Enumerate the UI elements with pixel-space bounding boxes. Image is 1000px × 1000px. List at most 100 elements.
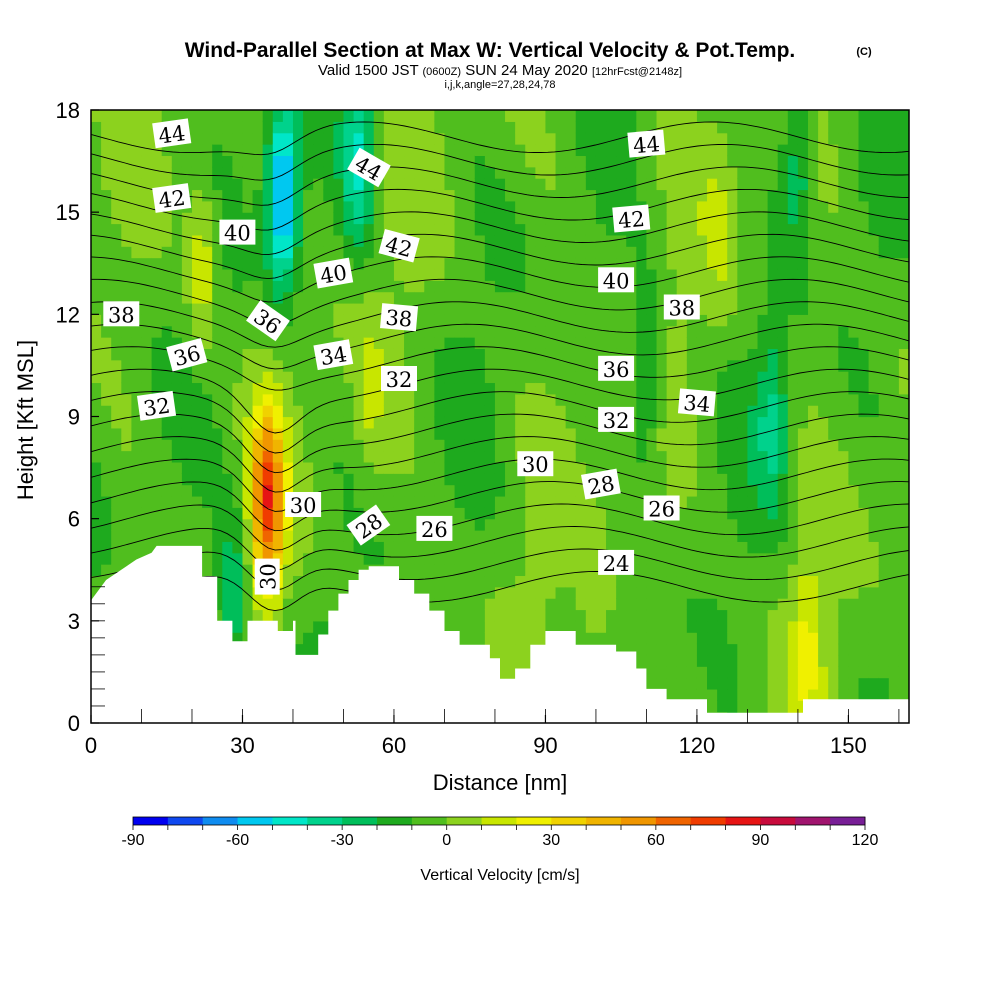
heatmap-cell [636, 598, 648, 611]
heatmap-cell [717, 405, 728, 418]
heatmap-cell [828, 530, 839, 542]
heatmap-cell [252, 598, 264, 611]
heatmap-cell [717, 359, 728, 372]
heatmap-cell [515, 495, 526, 508]
heatmap-cell [828, 677, 839, 690]
heatmap-cell [747, 132, 759, 145]
heatmap-cell [818, 666, 829, 679]
heatmap-cell [656, 632, 668, 645]
heatmap-cell [767, 132, 779, 145]
heatmap-cell [464, 189, 476, 202]
heatmap-cell [414, 200, 425, 213]
heatmap-cell [808, 268, 819, 281]
heatmap-cell [848, 632, 860, 645]
heatmap-cell [212, 144, 223, 157]
heatmap-cell [868, 450, 880, 463]
heatmap-cell [575, 337, 587, 349]
heatmap-cell [535, 155, 547, 168]
heatmap-cell [696, 450, 708, 463]
heatmap-cell [181, 450, 193, 463]
heatmap-cell [848, 552, 860, 565]
heatmap-cell [181, 484, 193, 497]
heatmap-cell [282, 427, 294, 440]
heatmap-cell [545, 552, 557, 565]
heatmap-cell [505, 325, 516, 338]
heatmap-cell [404, 564, 415, 577]
heatmap-cell [848, 461, 860, 474]
heatmap-cell [717, 564, 728, 577]
heatmap-cell [666, 110, 678, 122]
heatmap-cell [707, 450, 718, 463]
heatmap-cell [484, 189, 496, 202]
heatmap-cell [717, 654, 728, 667]
heatmap-cell [676, 223, 688, 236]
heatmap-cell [151, 280, 163, 293]
heatmap-cell [373, 473, 385, 486]
heatmap-cell [373, 337, 385, 349]
heatmap-cell [676, 484, 688, 497]
heatmap-cell [222, 530, 233, 542]
heatmap-cell [606, 348, 617, 361]
heatmap-cell [595, 609, 607, 622]
heatmap-cell [555, 359, 567, 372]
heatmap-cell [464, 223, 476, 236]
heatmap-cell [868, 257, 880, 270]
heatmap-cell [878, 654, 890, 667]
heatmap-cell [515, 234, 526, 247]
heatmap-cell [383, 121, 395, 134]
heatmap-cell [484, 178, 496, 191]
heatmap-cell [707, 564, 718, 577]
heatmap-cell [898, 166, 909, 179]
heatmap-cell [464, 518, 476, 531]
heatmap-cell [747, 530, 759, 542]
heatmap-cell [151, 416, 163, 429]
heatmap-cell [303, 620, 314, 633]
heatmap-cell [252, 280, 264, 293]
heatmap-cell [555, 371, 567, 384]
heatmap-cell [797, 552, 809, 565]
heatmap-cell [353, 461, 365, 474]
heatmap-cell [212, 405, 223, 418]
heatmap-cell [161, 155, 173, 168]
heatmap-cell [545, 314, 557, 327]
heatmap-cell [323, 598, 334, 611]
heatmap-cell [767, 643, 779, 656]
colorbar-tick-label: 90 [752, 832, 770, 849]
heatmap-cell [757, 132, 769, 145]
heatmap-cell [525, 484, 536, 497]
heatmap-cell [272, 212, 284, 225]
heatmap-cell [717, 393, 728, 406]
heatmap-cell [414, 268, 425, 281]
heatmap-cell [222, 427, 233, 440]
heatmap-cell [202, 110, 213, 122]
heatmap-cell [808, 144, 819, 157]
heatmap-cell [575, 132, 587, 145]
heatmap-cell [424, 234, 435, 247]
heatmap-cell [272, 268, 284, 281]
heatmap-cell [777, 302, 789, 315]
heatmap-cell [141, 541, 153, 554]
heatmap-cell [212, 416, 223, 429]
heatmap-cell [808, 234, 819, 247]
heatmap-cell [707, 700, 718, 713]
heatmap-cell [333, 473, 345, 486]
heatmap-cell [121, 427, 132, 440]
heatmap-cell [585, 507, 597, 520]
heatmap-cell [171, 507, 183, 520]
heatmap-cell [636, 552, 648, 565]
heatmap-cell [454, 439, 466, 452]
heatmap-cell [575, 484, 587, 497]
heatmap-cell [606, 223, 617, 236]
heatmap-cell [838, 314, 850, 327]
heatmap-cell [272, 416, 284, 429]
heatmap-cell [424, 439, 435, 452]
heatmap-cell [141, 178, 153, 191]
heatmap-cell [838, 632, 850, 645]
heatmap-cell [515, 552, 526, 565]
heatmap-cell [848, 688, 860, 701]
heatmap-cell [858, 337, 870, 349]
heatmap-cell [666, 666, 678, 679]
heatmap-cell [494, 552, 506, 565]
heatmap-cell [606, 382, 617, 395]
contour-label-text: 38 [108, 303, 135, 327]
